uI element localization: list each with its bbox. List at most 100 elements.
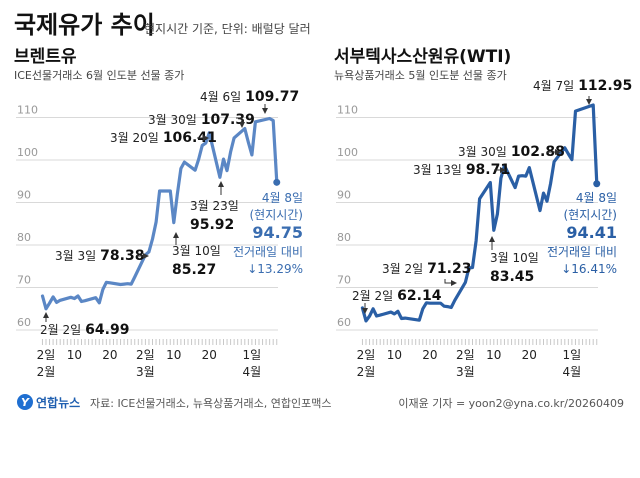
annotation-value: 109.77 xyxy=(245,89,299,105)
annotation: 3월 20일 106.41 xyxy=(110,130,217,146)
annotation: 3월 10일 83.45 xyxy=(489,236,539,285)
y-tick-label: 100 xyxy=(337,146,358,159)
annotation: 2월 2일 64.99 xyxy=(40,312,129,338)
annotation-value: 106.41 xyxy=(163,130,217,146)
chart-title: 브렌트유 xyxy=(14,47,77,67)
final-point xyxy=(273,178,281,186)
credit-text: 이재윤 기자 = yoon2@yna.co.kr/20260409 xyxy=(398,397,624,410)
y-tick-label: 70 xyxy=(337,274,351,287)
annotation-date: 3월 2일 xyxy=(382,262,423,276)
y-tick-label: 90 xyxy=(337,189,351,202)
x-tick-label: 2일 xyxy=(136,348,155,362)
series-line xyxy=(40,116,279,311)
final-change: ↓13.29% xyxy=(247,262,303,276)
x-tick-label: 2일 xyxy=(37,348,56,362)
x-month-label: 3월 xyxy=(456,365,475,379)
y-tick-label: 110 xyxy=(337,104,358,117)
annotation-label: 3월 3일 78.38 xyxy=(55,248,144,264)
x-tick-label: 2일 xyxy=(456,348,475,362)
annotation-value: 85.27 xyxy=(172,262,216,278)
footer: Y 연합뉴스 자료: ICE선물거래소, 뉴욕상품거래소, 연합인포맥스 이재윤… xyxy=(17,394,624,410)
annotation: 4월 7일 112.95 xyxy=(533,78,632,105)
y-tick-label: 60 xyxy=(17,316,31,329)
page-subtitle: 현지시간 기준, 단위: 배럴당 달러 xyxy=(144,22,311,36)
chart-subtitle: 뉴욕상품거래소 5월 인도분 선물 종가 xyxy=(334,69,507,82)
annotation-value: 71.23 xyxy=(427,261,471,277)
annotation-date: 3월 30일 xyxy=(148,113,197,127)
y-tick-label: 70 xyxy=(17,274,31,287)
annotation: 2월 2일 62.14 xyxy=(352,288,442,314)
annotation-label: 2월 2일 62.14 xyxy=(352,288,442,304)
annotation: 3월 30일 107.39 xyxy=(148,112,255,128)
y-tick-label: 80 xyxy=(17,231,31,244)
annotation-date: 2월 2일 xyxy=(40,323,81,337)
yonhap-logo-icon xyxy=(17,394,33,410)
annotation: 3월 3일 78.38 xyxy=(55,248,149,264)
x-tick-label: 1일 xyxy=(563,348,582,362)
x-tick-label: 20 xyxy=(522,348,537,362)
annotation: 3월 23일 95.92 xyxy=(190,181,239,233)
annotation-date: 3월 13일 xyxy=(413,163,462,177)
annotation-date: 3월 3일 xyxy=(55,249,96,263)
y-tick-label: 90 xyxy=(17,189,31,202)
wti-chart: 서부텍사스산원유(WTI) 뉴욕상품거래소 5월 인도분 선물 종가 60 70 80 9… xyxy=(334,47,632,379)
x-month-label: 4월 xyxy=(563,365,582,379)
final-change-label: 전거래일 대비 xyxy=(233,245,303,259)
annotation-value: 102.88 xyxy=(511,144,565,160)
chart-title: 서부텍사스산원유(WTI) xyxy=(334,47,511,67)
annotation-value: 62.14 xyxy=(397,288,442,304)
annotation-value: 95.92 xyxy=(190,217,234,233)
x-month-label: 2월 xyxy=(357,365,376,379)
annotation: 3월 13일 98.71 xyxy=(413,162,510,178)
x-tick-label: 20 xyxy=(202,348,217,362)
logo-mark: Y xyxy=(21,396,30,409)
x-tick-label: 10 xyxy=(486,348,501,362)
source-text: 자료: ICE선물거래소, 뉴욕상품거래소, 연합인포맥스 xyxy=(90,397,331,410)
annotation-date: 3월 10일 xyxy=(490,251,539,265)
annotation-date: 3월 30일 xyxy=(458,145,507,159)
annotation-value: 64.99 xyxy=(85,322,129,338)
y-tick-label: 110 xyxy=(17,104,38,117)
brent-chart: 브렌트유 ICE선물거래소 6월 인도분 선물 종가 60 70 80 90 100 110 2… xyxy=(14,47,303,379)
x-tick-label: 1일 xyxy=(243,348,262,362)
final-value: 94.41 xyxy=(566,223,617,242)
x-tick-label: 20 xyxy=(422,348,437,362)
final-point xyxy=(593,180,601,188)
annotation-date: 3월 23일 xyxy=(190,199,239,213)
annotation-label: 3월 30일 102.88 xyxy=(458,144,565,160)
chart-subtitle: ICE선물거래소 6월 인도분 선물 종가 xyxy=(14,69,184,82)
page-title: 국제유가 추이 xyxy=(14,11,155,39)
annotation: 4월 6일 109.77 xyxy=(200,89,299,114)
final-note: (현지시간) xyxy=(563,208,617,222)
final-change: ↓16.41% xyxy=(561,262,617,276)
annotation-date: 3월 20일 xyxy=(110,131,159,145)
annotation-value: 83.45 xyxy=(490,269,534,285)
logo-text: 연합뉴스 xyxy=(36,395,80,410)
annotation-value: 112.95 xyxy=(578,78,632,94)
annotation-arrow-icon xyxy=(236,117,245,128)
annotation-label: 3월 13일 98.71 xyxy=(413,162,510,178)
annotation-label: 2월 2일 64.99 xyxy=(40,322,129,338)
annotation-label: 4월 6일 109.77 xyxy=(200,89,299,105)
y-tick-label: 100 xyxy=(17,146,38,159)
final-change-label: 전거래일 대비 xyxy=(547,245,617,259)
annotation-label: 3월 20일 106.41 xyxy=(110,130,217,146)
annotation-label: 4월 7일 112.95 xyxy=(533,78,632,94)
annotation-date: 4월 6일 xyxy=(200,90,241,104)
annotation-label: 3월 2일 71.23 xyxy=(382,261,471,277)
annotation-date: 4월 7일 xyxy=(533,79,574,93)
x-tick-label: 10 xyxy=(387,348,402,362)
final-note: (현지시간) xyxy=(249,208,303,222)
final-value: 94.75 xyxy=(252,223,303,242)
final-date: 4월 8일 xyxy=(262,191,303,205)
annotation-date: 3월 10일 xyxy=(172,244,221,258)
annotation-arrow-icon xyxy=(444,279,457,286)
x-month-label: 4월 xyxy=(243,365,262,379)
x-tick-label: 20 xyxy=(102,348,117,362)
y-tick-label: 60 xyxy=(337,316,351,329)
annotation-value: 107.39 xyxy=(201,112,255,128)
x-month-label: 3월 xyxy=(136,365,155,379)
x-tick-label: 2일 xyxy=(357,348,376,362)
annotation-date: 2월 2일 xyxy=(352,289,393,303)
